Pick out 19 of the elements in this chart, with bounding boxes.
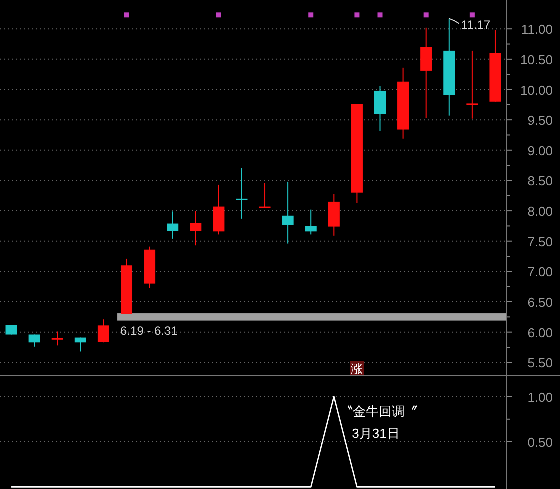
y-tick-label: 11.00 — [521, 22, 553, 38]
y-tick-label: 6.50 — [528, 295, 553, 310]
y-tick-label: 10.00 — [520, 82, 553, 98]
band-label: 6.19 - 6.31 — [120, 324, 178, 338]
y-tick-label: 8.00 — [528, 204, 553, 220]
annotation: 〝金牛回调〞 — [340, 404, 418, 419]
y-tick-label: 1.00 — [528, 390, 553, 405]
y-tick-label: 5.50 — [528, 356, 553, 371]
annotation: 涨 — [351, 362, 364, 376]
y-tick-label: 8.50 — [528, 174, 553, 189]
y-tick-label: 7.50 — [528, 234, 553, 250]
annotation: 3月31日 — [352, 426, 400, 441]
y-tick-label: 6.00 — [528, 325, 553, 340]
y-tick-label: 9.50 — [528, 113, 553, 128]
y-tick-label: 0.50 — [528, 434, 553, 450]
y-tick-label: 7.00 — [528, 264, 553, 280]
y-tick-label: 10.50 — [520, 52, 553, 68]
annotation: 11.17 — [461, 18, 491, 32]
y-tick-label: 9.00 — [528, 143, 553, 158]
